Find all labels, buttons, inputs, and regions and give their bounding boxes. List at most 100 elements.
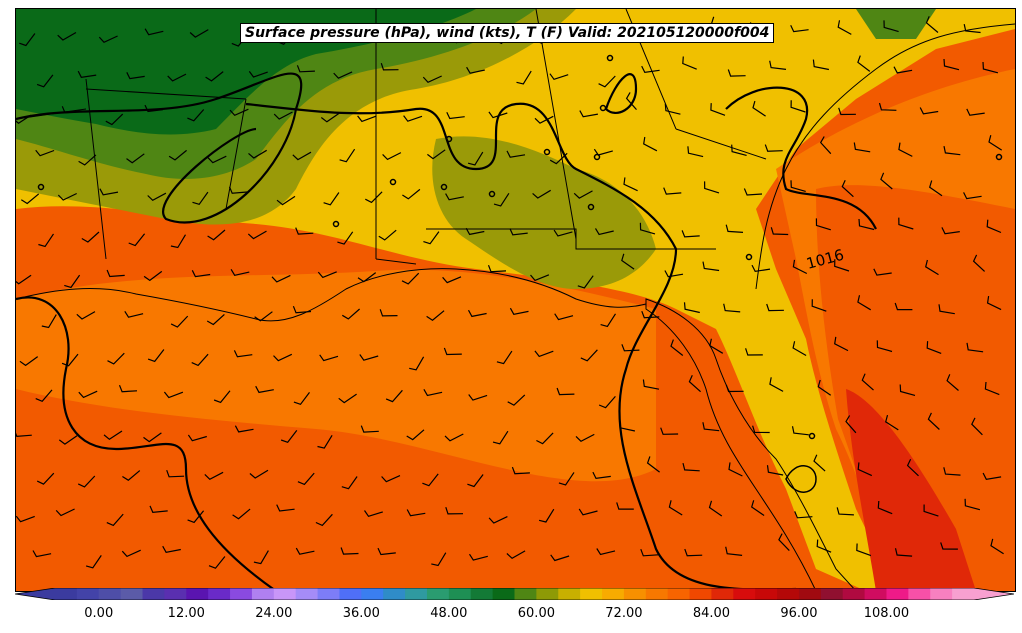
wind-barb: [402, 188, 421, 200]
wind-barb: [16, 114, 32, 124]
wind-barb: [16, 274, 32, 285]
wind-barb: [144, 28, 164, 36]
wind-barb: [790, 24, 809, 33]
colorbar-segment: [339, 588, 362, 600]
wind-barb: [167, 73, 187, 82]
wind-barb: [295, 227, 314, 235]
wind-barb: [337, 231, 354, 245]
wind-barb: [379, 309, 398, 317]
wind-barb: [255, 385, 274, 394]
colorbar-segment: [580, 588, 603, 600]
isobar-central: [245, 102, 797, 591]
wind-barb: [323, 192, 340, 206]
wind-barb: [723, 303, 741, 313]
wind-barb: [381, 475, 401, 483]
wind-barb: [426, 310, 445, 321]
wind-barb: [207, 155, 227, 164]
wind-barb: [861, 373, 874, 391]
wind-barb: [990, 538, 1004, 555]
wind-barb: [664, 270, 684, 278]
wind-barb: [446, 111, 465, 120]
wind-barb: [249, 469, 269, 479]
wind-barb: [982, 61, 999, 74]
wind-barb: [929, 180, 943, 197]
colorbar-tick-label: 84.00: [692, 606, 731, 621]
wind-barb: [445, 193, 464, 201]
colorbar-tick-label: 108.00: [863, 606, 910, 621]
wind-barb: [162, 545, 181, 553]
wind-barb: [293, 392, 310, 406]
olive-region-central: [432, 136, 656, 289]
wind-barb: [317, 434, 333, 449]
colorbar-segment: [864, 588, 887, 600]
wind-barb: [752, 425, 770, 434]
colorbar-segment: [536, 588, 559, 600]
wind-barb: [121, 549, 141, 558]
colorbar-segment: [273, 588, 297, 600]
wind-barb: [57, 192, 77, 201]
colorbar-segment: [777, 588, 800, 600]
warm-red-patch: [846, 389, 976, 591]
wind-barb: [550, 554, 570, 562]
wind-barb: [105, 113, 124, 126]
wind-barb: [792, 259, 808, 275]
wind-barb: [616, 502, 634, 510]
wind-barb: [319, 354, 339, 362]
wind-barb: [670, 339, 684, 356]
wind-barb: [725, 224, 744, 233]
wind-barb: [230, 268, 250, 276]
wind-barb: [963, 23, 981, 34]
wind-barb: [271, 274, 291, 283]
wind-barb: [640, 548, 659, 557]
wind-barb: [163, 391, 184, 399]
wind-barb: [834, 259, 850, 272]
wind-barb: [385, 389, 403, 403]
wind-barb: [292, 305, 312, 314]
wind-barb: [124, 310, 144, 318]
wind-barb: [899, 384, 916, 396]
colorbar-segment: [426, 588, 450, 600]
wind-barb: [247, 230, 267, 240]
wind-barb: [812, 59, 830, 71]
colorbar-tick-label: 36.00: [342, 606, 380, 621]
wind-barb: [232, 508, 251, 520]
wind-barb: [77, 475, 96, 488]
colorbar-segment: [711, 588, 734, 600]
wind-barb: [357, 272, 377, 283]
colorbar-segment: [383, 588, 406, 600]
wind-barb: [660, 427, 679, 435]
wind-barb: [943, 145, 961, 156]
wind-barb: [925, 16, 939, 33]
colorbar-segment: [120, 588, 144, 600]
wind-barb: [536, 432, 554, 445]
wind-barb: [509, 228, 528, 236]
wind-barb: [276, 504, 295, 512]
wind-barb: [20, 193, 40, 205]
colorbar-segment: [886, 588, 909, 600]
wind-barb: [38, 233, 54, 248]
wind-barb: [106, 513, 124, 527]
wind-barb: [107, 352, 125, 365]
wind-barb: [253, 550, 269, 565]
wind-barb: [982, 472, 1002, 480]
wind-barb: [593, 148, 613, 156]
wind-barb: [377, 547, 396, 556]
wind-barb: [170, 234, 187, 249]
wind-barb: [894, 302, 913, 311]
wind-barb: [625, 92, 637, 110]
wind-barb: [382, 152, 402, 161]
colorbar-segment: [645, 588, 669, 600]
colorbar-segment: [186, 588, 209, 600]
colorbar-tick-label: 0.00: [84, 606, 114, 621]
wind-barb: [766, 303, 784, 312]
wind-barb: [532, 189, 552, 199]
wind-barb: [467, 474, 484, 488]
station-markers: [37, 54, 1003, 440]
atlantic-coastline: [755, 23, 1015, 290]
wind-barb: [943, 467, 961, 476]
wind-barb: [509, 307, 529, 315]
wind-barb: [35, 389, 53, 403]
wind-barb: [873, 268, 892, 276]
wind-barb: [853, 142, 871, 153]
wind-barb: [834, 336, 849, 352]
